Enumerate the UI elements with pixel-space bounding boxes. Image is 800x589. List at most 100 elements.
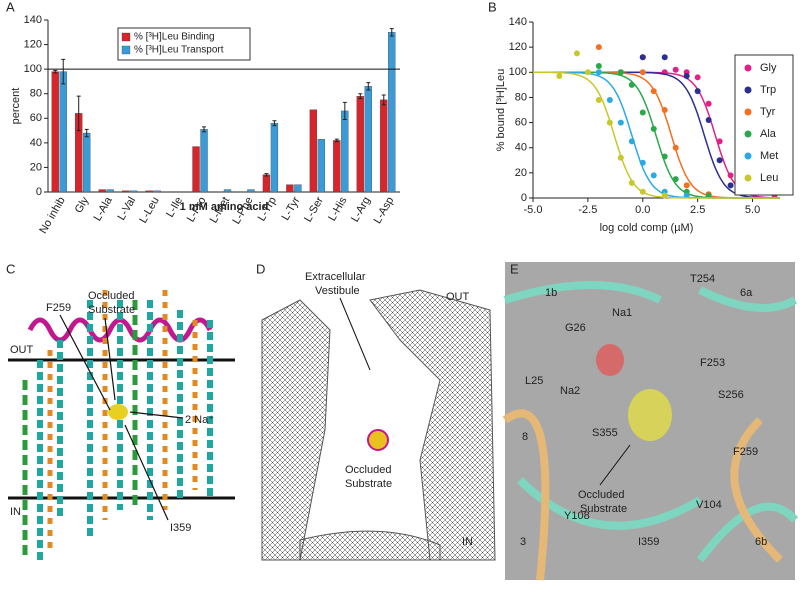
substrate (628, 389, 672, 441)
bar (262, 174, 271, 193)
text-line: Extracellular (305, 271, 366, 283)
y-tick-label: 60 (515, 116, 527, 128)
y-tick-label: 0 (521, 192, 527, 204)
legend-box (117, 27, 251, 61)
legend-label: % [³H]Leu Binding (134, 32, 215, 43)
y-axis-label: percent (10, 88, 22, 125)
point (694, 88, 701, 95)
panel-label: D (256, 261, 265, 276)
residue-label: I359 (638, 536, 659, 548)
bar (83, 132, 91, 193)
y-tick-label: 0 (36, 186, 42, 198)
residue-label: 1b (545, 287, 557, 299)
y-tick-label: 140 (509, 16, 527, 28)
point (617, 119, 624, 126)
bar (153, 190, 161, 193)
error-bar (84, 128, 89, 138)
residue-label: L25 (525, 375, 543, 387)
residue-label: Y108 (564, 510, 590, 522)
error-bar (202, 126, 207, 133)
point (672, 144, 679, 151)
point (672, 176, 679, 183)
point (639, 109, 646, 116)
legend-label: Gly (760, 62, 777, 74)
bar (286, 184, 294, 193)
text-line: Substrate (88, 304, 135, 316)
y-axis-label: % bound [³H]Leu (495, 69, 507, 152)
point (650, 172, 657, 179)
point (595, 63, 602, 69)
point (556, 73, 563, 80)
bar (129, 190, 138, 193)
point (639, 54, 646, 61)
bar (380, 99, 388, 193)
x-tick-label: L-Leu (137, 195, 161, 225)
panel-label: B (488, 0, 497, 14)
y-tick-label: 40 (30, 137, 42, 149)
point (639, 188, 646, 195)
point (661, 192, 668, 199)
x-tick-label: 2.5 (690, 204, 705, 216)
legend-swatch (121, 45, 131, 55)
point (606, 96, 613, 103)
point (672, 66, 679, 73)
bar (388, 32, 396, 193)
legend-marker (744, 108, 752, 116)
error-bar (264, 173, 269, 177)
residue-label: S256 (718, 389, 744, 401)
in-label: IN (462, 536, 473, 548)
point (661, 153, 668, 160)
point (639, 69, 646, 76)
residue-label: 6a (740, 287, 753, 299)
bar (270, 123, 279, 193)
point (694, 74, 701, 81)
x-axis-label: log cold comp (µM) (600, 222, 694, 234)
x-tick-label: L-Ala (92, 194, 116, 223)
substrate-label: Occluded Substrate (345, 464, 392, 490)
point (705, 117, 712, 124)
bar (223, 189, 232, 193)
residue-label: S355 (592, 427, 618, 439)
point (628, 81, 635, 88)
helix (22, 300, 138, 560)
residue-label: 6b (755, 536, 767, 548)
bar (247, 189, 255, 193)
legend-marker (744, 130, 752, 138)
error-bar (381, 94, 386, 106)
residue-label: I359 (170, 522, 191, 534)
residue-label: T254 (690, 273, 715, 285)
text-line: Substrate (580, 503, 627, 515)
bar (200, 129, 208, 193)
out-label: OUT (10, 344, 34, 356)
point (650, 125, 657, 132)
legend-marker (744, 152, 752, 160)
text-line: Occluded (88, 290, 134, 302)
point (595, 44, 602, 51)
mesh (369, 289, 496, 561)
substrate (367, 429, 389, 451)
error-bar (53, 69, 58, 74)
bar (51, 71, 59, 193)
point (661, 54, 668, 61)
y-tick-label: 80 (515, 91, 527, 103)
mesh (299, 530, 441, 561)
point (716, 138, 723, 145)
in-label: IN (10, 506, 21, 518)
fit-curve (533, 71, 780, 199)
error-bar (61, 58, 66, 85)
panel-label: C (6, 261, 15, 276)
bar (145, 190, 153, 193)
legend-label: Trp (760, 84, 776, 96)
substrate (108, 404, 128, 420)
y-tick-label: 80 (30, 88, 42, 100)
residue-label: Na1 (612, 307, 632, 319)
legend-label: Met (760, 150, 778, 162)
x-tick-label: L-Ser (302, 195, 326, 225)
bar (333, 140, 341, 193)
point (617, 154, 624, 161)
residue-label: 3 (520, 536, 526, 548)
bar (98, 189, 106, 193)
y-tick-label: 120 (24, 38, 42, 50)
text-line: Substrate (345, 478, 392, 490)
arrow (59, 314, 184, 521)
